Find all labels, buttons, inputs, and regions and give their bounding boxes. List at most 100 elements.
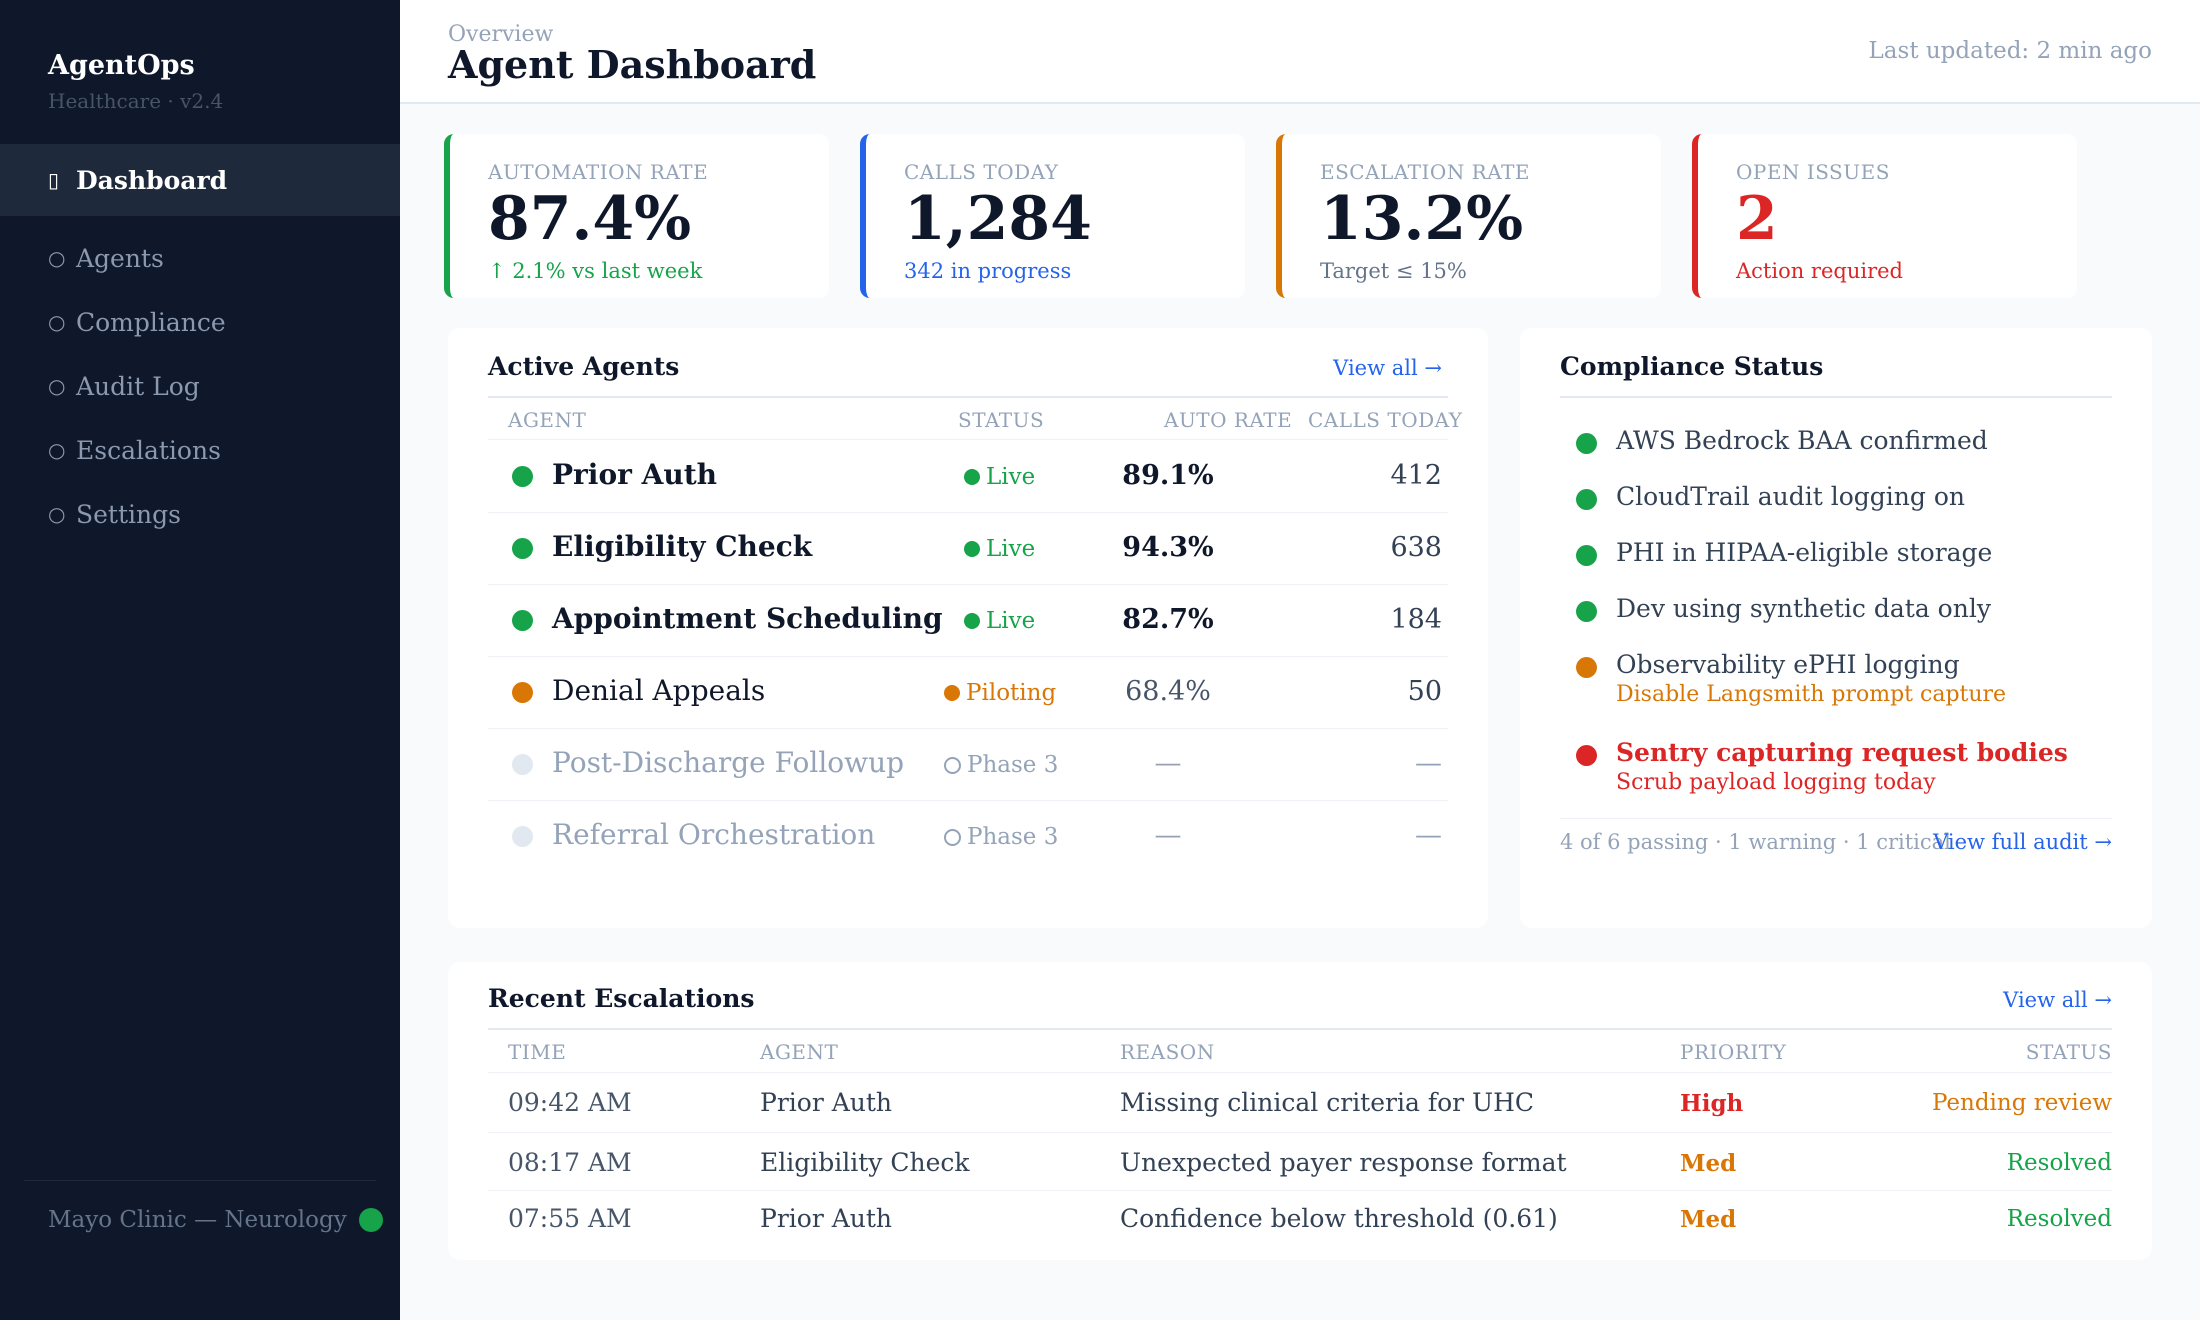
calls-today: 412: [1390, 460, 1442, 491]
kpi-label: CALLS TODAY: [904, 160, 1059, 184]
divider: [1560, 396, 2112, 398]
table-row[interactable]: Prior Auth Live 89.1% 412: [448, 440, 1488, 512]
auto-rate: —: [1154, 748, 1182, 779]
status-badge: Live: [964, 608, 1035, 634]
table-row[interactable]: Eligibility Check Live 94.3% 638: [448, 512, 1488, 584]
page-title: Agent Dashboard: [448, 42, 817, 87]
check-dot-icon: [1576, 489, 1597, 510]
divider: [488, 584, 1448, 585]
escalation-status: Pending review: [1931, 1090, 2112, 1116]
circle-icon: ○: [48, 374, 66, 398]
agents-view-all-link[interactable]: View all →: [1333, 356, 1442, 380]
sidebar-item-label: Settings: [76, 499, 181, 529]
status-label: Phase 3: [967, 824, 1059, 850]
divider: [488, 512, 1448, 513]
agent-name: Prior Auth: [552, 458, 717, 491]
sidebar-item-compliance[interactable]: ○ Compliance: [0, 286, 400, 358]
kpi-value: 1,284: [904, 184, 1092, 254]
last-updated: Last updated: 2 min ago: [1868, 38, 2152, 64]
kpi-sub: Action required: [1736, 259, 1903, 283]
calls-today: —: [1415, 748, 1442, 779]
status-label: Live: [986, 464, 1036, 490]
column-header-status: STATUS: [2025, 1040, 2112, 1064]
critical-dot-icon: [1576, 745, 1597, 766]
org-selector[interactable]: Mayo Clinic — Neurology: [48, 1200, 383, 1240]
org-label: Mayo Clinic — Neurology: [48, 1207, 347, 1233]
calls-today: —: [1415, 820, 1442, 851]
table-row[interactable]: Denial Appeals Piloting 68.4% 50: [448, 656, 1488, 728]
escalation-status: Resolved: [2006, 1206, 2112, 1232]
compliance-label: Observability ePHI logging: [1616, 650, 1960, 679]
planned-ring-icon: [944, 828, 961, 846]
table-row[interactable]: Post-Discharge Followup Phase 3 — —: [448, 728, 1488, 800]
kpi-trend: ↑ 2.1% vs last week: [488, 259, 703, 283]
divider: [488, 656, 1448, 657]
status-indicator: [512, 826, 533, 847]
live-dot-icon: [964, 469, 980, 485]
divider: [1560, 818, 2112, 819]
status-indicator: [512, 682, 533, 703]
divider: [488, 1028, 2112, 1030]
escalation-reason: Missing clinical criteria for UHC: [1120, 1088, 1535, 1117]
agent-name: Post-Discharge Followup: [552, 746, 905, 779]
view-full-audit-link[interactable]: View full audit →: [1933, 830, 2112, 854]
kpi-sub: 342 in progress: [904, 259, 1072, 283]
escalations-view-all-link[interactable]: View all →: [2003, 988, 2112, 1012]
divider: [488, 1190, 2112, 1191]
header: Overview Agent Dashboard Last updated: 2…: [400, 0, 2200, 104]
table-row[interactable]: Appointment Scheduling Live 82.7% 184: [448, 584, 1488, 656]
kpi-value: 87.4%: [488, 184, 692, 254]
sidebar-divider: [24, 1180, 376, 1181]
panel-title: Recent Escalations: [488, 984, 755, 1013]
sidebar-item-label: Escalations: [76, 435, 221, 465]
kpi-card-calls-today: CALLS TODAY 1,284 342 in progress: [860, 134, 1245, 298]
circle-icon: ○: [48, 310, 66, 334]
column-header-time: TIME: [508, 1040, 567, 1064]
sidebar-item-dashboard[interactable]: ▯ Dashboard: [0, 144, 400, 216]
compliance-label: AWS Bedrock BAA confirmed: [1616, 426, 1988, 455]
kpi-card-automation-rate: AUTOMATION RATE 87.4% ↑ 2.1% vs last wee…: [444, 134, 829, 298]
active-agents-panel: Active Agents View all → AGENT STATUS AU…: [448, 328, 1488, 928]
column-header-reason: REASON: [1120, 1040, 1215, 1064]
auto-rate: 94.3%: [1122, 532, 1214, 563]
calls-today: 50: [1407, 676, 1442, 707]
status-badge: Live: [964, 464, 1035, 490]
escalation-time: 07:55 AM: [508, 1204, 632, 1233]
warning-dot-icon: [1576, 657, 1597, 678]
kpi-value: 13.2%: [1320, 184, 1524, 254]
kpi-card-open-issues: OPEN ISSUES 2 Action required: [1692, 134, 2077, 298]
live-dot-icon: [964, 613, 980, 629]
status-indicator: [512, 754, 533, 775]
sidebar-item-settings[interactable]: ○ Settings: [0, 478, 400, 550]
auto-rate: —: [1154, 820, 1182, 851]
status-label: Live: [986, 608, 1036, 634]
column-header-status: STATUS: [958, 408, 1045, 432]
priority-badge: Med: [1680, 1206, 1737, 1233]
sidebar-item-audit-log[interactable]: ○ Audit Log: [0, 350, 400, 422]
column-header-agent: AGENT: [508, 408, 587, 432]
escalation-reason: Confidence below threshold (0.61): [1120, 1204, 1558, 1233]
status-badge: Phase 3: [944, 824, 1058, 850]
sidebar-item-escalations[interactable]: ○ Escalations: [0, 414, 400, 486]
column-header-auto-rate: AUTO RATE: [1164, 408, 1293, 432]
org-status-indicator: [358, 1208, 383, 1232]
escalation-time: 08:17 AM: [508, 1148, 632, 1177]
circle-icon: ○: [48, 502, 66, 526]
sidebar-item-label: Compliance: [76, 307, 226, 337]
sidebar-item-agents[interactable]: ○ Agents: [0, 222, 400, 294]
brand: AgentOps Healthcare · v2.4: [48, 50, 223, 113]
escalation-time: 09:42 AM: [508, 1088, 632, 1117]
divider: [488, 1132, 2112, 1133]
status-label: Phase 3: [967, 752, 1059, 778]
circle-icon: ○: [48, 246, 66, 270]
check-dot-icon: [1576, 433, 1597, 454]
agent-name: Eligibility Check: [552, 530, 813, 563]
auto-rate: 82.7%: [1122, 604, 1214, 635]
live-dot-icon: [964, 541, 980, 557]
column-header-priority: PRIORITY: [1680, 1040, 1787, 1064]
check-dot-icon: [1576, 545, 1597, 566]
calls-today: 184: [1390, 604, 1442, 635]
table-row[interactable]: Referral Orchestration Phase 3 — —: [448, 800, 1488, 872]
priority-badge: High: [1680, 1090, 1744, 1117]
agent-name: Referral Orchestration: [552, 818, 876, 851]
